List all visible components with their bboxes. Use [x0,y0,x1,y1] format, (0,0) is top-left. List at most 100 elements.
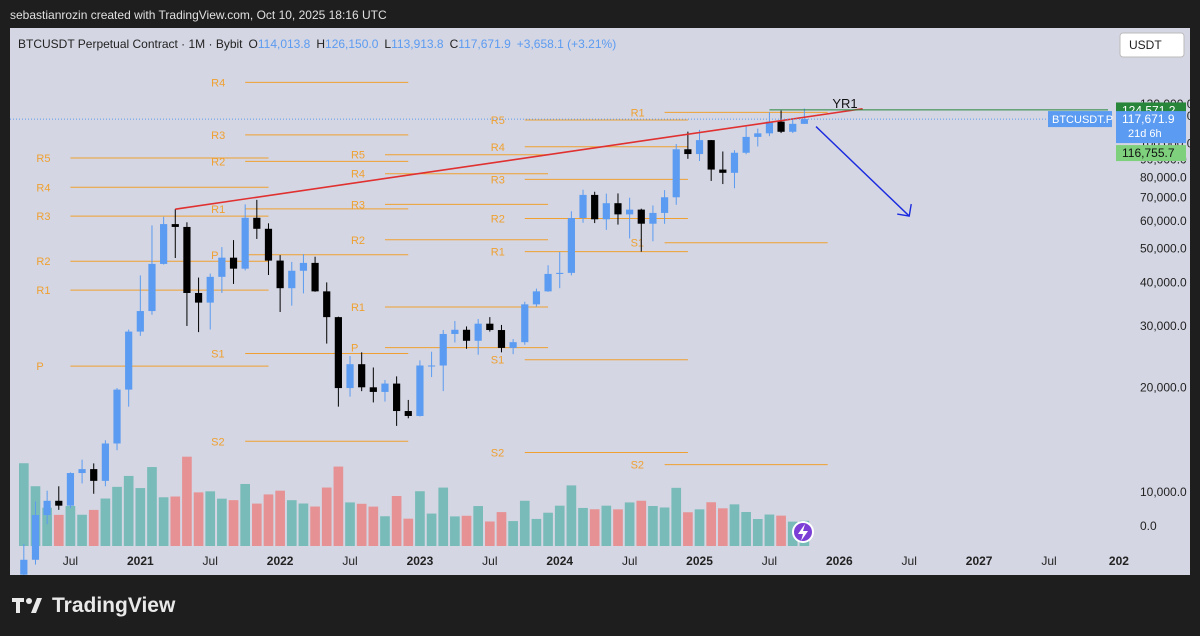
candle-body [777,121,785,132]
x-tick-label: Jul [1041,554,1056,568]
volume-bar [496,512,507,546]
volume-bar [694,509,705,546]
candle-body [253,217,261,229]
candle-body [754,133,762,137]
volume-bar [193,492,204,546]
volume-bar [752,519,763,546]
candle-body [695,140,704,155]
candle-body [194,292,203,303]
candle-body [439,333,447,366]
tradingview-logo-icon [12,598,42,613]
volume-bar [648,505,658,546]
tradingview-logo[interactable]: TradingView [12,594,175,618]
volume-bar [636,500,647,546]
candle-body [206,276,214,303]
candle-body [183,226,191,293]
volume-bar [205,491,216,546]
candle-body [800,119,808,124]
volume-bar [508,521,518,546]
pivot-label: R5 [351,150,365,162]
legend-part: C [450,37,459,51]
candle-body [451,329,459,334]
candle-body [160,224,168,264]
price-tag-current [1116,111,1186,144]
symbol-legend: BTCUSDT Perpetual Contract · 1M · Bybit O… [18,37,616,51]
pivot-label: S1 [211,349,224,361]
pivot-label: R1 [36,285,50,297]
candle-body [567,218,575,273]
candle-body [660,197,669,213]
candle-body [789,123,797,132]
y-tick-label: 0.0 [1140,519,1157,533]
legend-part: 117,671.9 [458,37,511,51]
x-tick-label: 2025 [686,554,713,568]
candle-body [742,136,750,153]
volume-bar [519,500,530,546]
candle-body [20,559,28,575]
price-chart[interactable]: R5 R4 R3 R2 R1 P R4 R3 R2 R1 P S1 S2 R5 R4 R3 R2 R1 P R5 R4 R… [10,28,1190,575]
candle-body [323,291,331,318]
brand-name: TradingView [52,594,176,617]
volume-bar [706,502,716,546]
volume-bar [275,490,285,546]
pivot-label: R3 [351,199,365,211]
x-tick-label: Jul [902,554,917,568]
legend-part: O [249,37,258,51]
candle-body [393,383,401,412]
pivot-label: S2 [631,460,644,472]
candle-body [288,270,296,289]
volume-bar [356,503,367,546]
candle-body [218,257,226,277]
currency-button[interactable] [1119,32,1185,58]
y-tick-label: 10,000.0 [1140,485,1187,499]
pivot-label: R1 [211,204,225,216]
pivot-levels: R5 R4 R3 R2 R1 P R4 R3 R2 R1 P S1 S2 R5 R4 R3 R2 R1 P R5 R4 R… [36,77,828,472]
candle-body [276,260,284,289]
volume-bar [601,505,612,546]
x-tick-label: Jul [63,554,78,568]
volume-bar [776,515,786,546]
x-tick-label: 2022 [267,554,294,568]
candle-body [416,365,424,416]
pivot-label: R5 [36,153,50,165]
candle-body [311,262,319,292]
candle-body [229,257,238,269]
symbol-tag-text: BTCUSDT.P [1052,114,1113,126]
candle-body [626,209,634,215]
volume-bar [217,498,227,546]
volume-bar [88,509,99,546]
volume-bar [112,486,122,546]
pivot-label: S1 [491,355,504,367]
volume-bar [683,512,693,546]
volume-bar [543,512,553,546]
chart-area[interactable]: R5 R4 R3 R2 R1 P R4 R3 R2 R1 P S1 S2 R5 R4 R3 R2 R1 P R5 R4 R… [10,28,1190,575]
candle-body [462,329,471,341]
volume-bar [438,487,449,546]
legend-part: 126,150.0 [325,37,379,51]
y-tick-label: 40,000.0 [1140,275,1187,289]
pivot-label: R3 [211,130,225,142]
pivot-label: S2 [211,436,224,448]
volume-bar [333,466,344,546]
pivot-label: R1 [351,302,365,314]
volume-bar [321,487,332,546]
volume-bar [729,504,740,546]
candle-body [730,152,739,173]
candle-body [90,469,98,481]
candle-body [369,387,377,392]
volume-bar [228,500,239,546]
pivot-label: R1 [491,247,505,259]
candle-body [474,323,482,341]
x-tick-label: 202 [1109,554,1129,568]
pivot-label: P [351,343,358,355]
volume-bar [531,518,542,546]
candle-body [299,262,308,271]
candle-body [101,443,109,481]
pivot-label: R2 [351,235,365,247]
x-tick-label: 2021 [127,554,154,568]
volume-bar [147,467,157,546]
y-tick-label: 30,000.0 [1140,319,1187,333]
currency-button-label[interactable]: USDT [1129,38,1162,52]
candle-body [719,169,727,173]
volume-bar [298,503,309,546]
